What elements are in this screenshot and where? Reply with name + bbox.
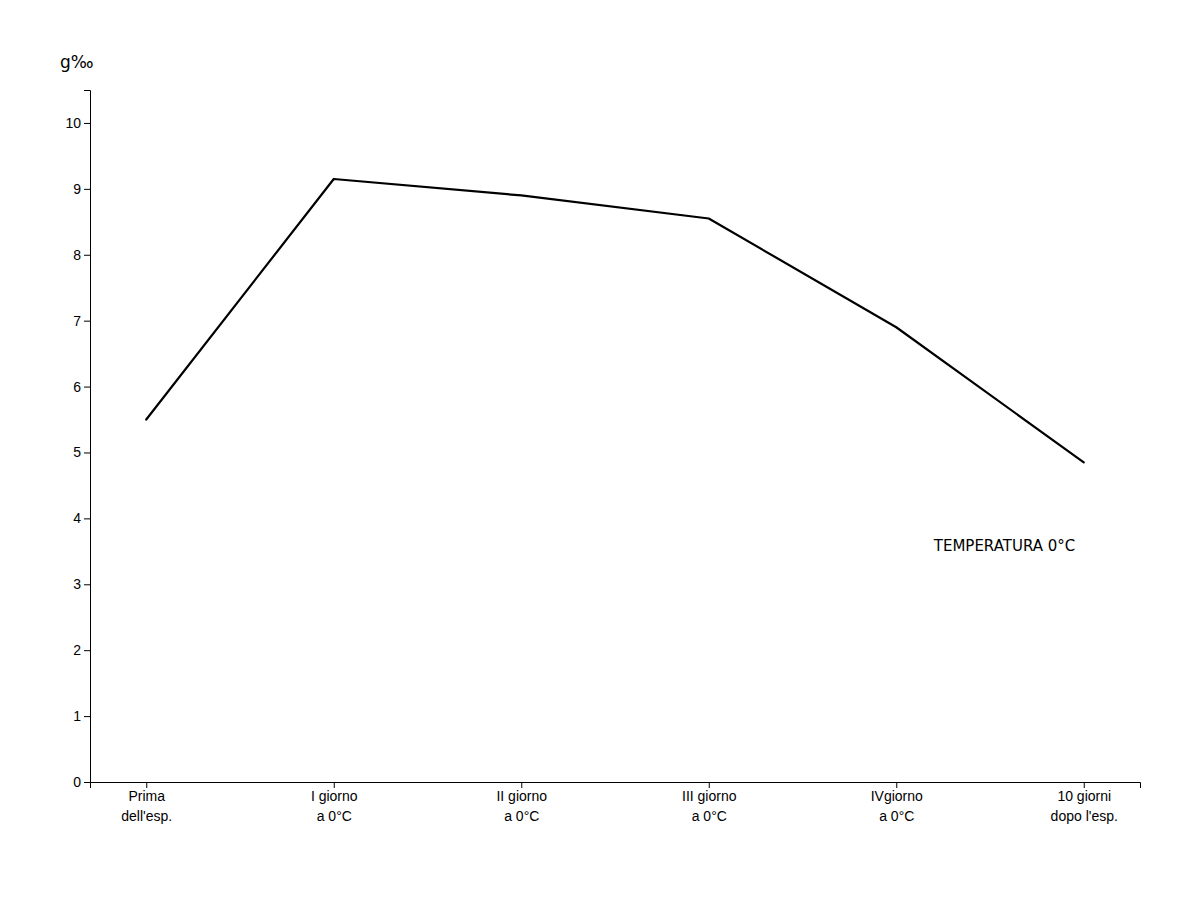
marks xyxy=(146,179,1084,462)
y-tick: 0 xyxy=(73,774,90,790)
y-tick: 7 xyxy=(73,313,90,329)
y-tick-label: 2 xyxy=(73,642,81,658)
y-tick-mark xyxy=(84,716,90,717)
y-tick-label: 9 xyxy=(73,181,81,197)
x-tick-label: II giorno a 0°C xyxy=(496,788,547,824)
y-tick-mark xyxy=(84,518,90,519)
x-tick-label: I giorno a 0°C xyxy=(311,788,358,824)
y-tick-label: 8 xyxy=(73,247,81,263)
line xyxy=(146,179,1084,462)
y-tick-label: 1 xyxy=(73,708,81,724)
x-tick: III giorno a 0°C xyxy=(682,782,737,824)
x-tick-label-line: II giorno xyxy=(496,788,547,804)
x-tick-label-line: a 0°C xyxy=(692,808,727,824)
y-tick-label: 10 xyxy=(65,115,81,131)
x-tick-label: III giorno a 0°C xyxy=(682,788,737,824)
y-tick: 3 xyxy=(73,576,90,592)
x-tick-label-line: 10 giorni xyxy=(1057,788,1111,804)
y-tick-label: 3 xyxy=(73,576,81,592)
x-tick: I giorno a 0°C xyxy=(311,782,358,824)
x-tick-label: 10 giorni dopo l'esp. xyxy=(1051,788,1118,824)
x-tick-label-line: a 0°C xyxy=(879,808,914,824)
y-tick: 1 xyxy=(73,708,90,724)
annotation: TEMPERATURA 0°C xyxy=(933,537,1076,555)
y-tick-label: 5 xyxy=(73,444,81,460)
x-tick-label-line: III giorno xyxy=(682,788,737,804)
y-tick-mark xyxy=(84,452,90,453)
x-tick-label-line: a 0°C xyxy=(504,808,539,824)
x-tick: IVgiorno a 0°C xyxy=(871,782,923,824)
y-axis-line xyxy=(84,91,91,783)
x-tick-label-line: I giorno xyxy=(311,788,358,804)
x-tick: II giorno a 0°C xyxy=(496,782,547,824)
y-tick: 5 xyxy=(73,444,90,460)
y-axis-title: g‰ xyxy=(60,52,94,72)
x-tick-label-line: a 0°C xyxy=(317,808,352,824)
y-tick-mark xyxy=(84,782,90,783)
y-tick: 4 xyxy=(73,510,90,526)
y-tick-label: 4 xyxy=(73,510,81,526)
y-tick-label: 6 xyxy=(73,379,81,395)
y-tick-mark xyxy=(84,387,90,388)
y-tick-label: 0 xyxy=(73,774,81,790)
y-tick-mark xyxy=(84,321,90,322)
y-axis: 0 1 2 3 4 5 6 7 8 9 10 xyxy=(65,91,90,790)
x-tick-label: Prima dell'esp. xyxy=(121,788,172,824)
chart: Prima dell'esp. I giorno a 0°C II giorno a 0°… xyxy=(0,0,1200,902)
y-tick: 10 xyxy=(65,115,90,131)
y-tick-label: 7 xyxy=(73,313,81,329)
x-tick-label-line: dopo l'esp. xyxy=(1051,808,1118,824)
y-tick: 2 xyxy=(73,642,90,658)
x-tick-label: IVgiorno a 0°C xyxy=(871,788,923,824)
x-tick-label-line: IVgiorno xyxy=(871,788,923,804)
x-axis-line xyxy=(91,783,1141,789)
y-tick: 9 xyxy=(73,181,90,197)
x-tick-label-line: Prima xyxy=(128,788,165,804)
y-tick-mark xyxy=(84,584,90,585)
y-tick: 6 xyxy=(73,379,90,395)
y-tick-mark xyxy=(84,255,90,256)
y-tick-mark xyxy=(84,650,90,651)
x-tick: Prima dell'esp. xyxy=(121,782,172,824)
y-tick-mark xyxy=(84,123,90,124)
plot: Prima dell'esp. I giorno a 0°C II giorno a 0°… xyxy=(65,91,1140,824)
x-tick-label-line: dell'esp. xyxy=(121,808,172,824)
y-tick: 8 xyxy=(73,247,90,263)
y-tick-mark xyxy=(84,189,90,190)
x-tick: 10 giorni dopo l'esp. xyxy=(1051,782,1118,824)
x-axis: Prima dell'esp. I giorno a 0°C II giorno a 0°… xyxy=(91,782,1141,824)
